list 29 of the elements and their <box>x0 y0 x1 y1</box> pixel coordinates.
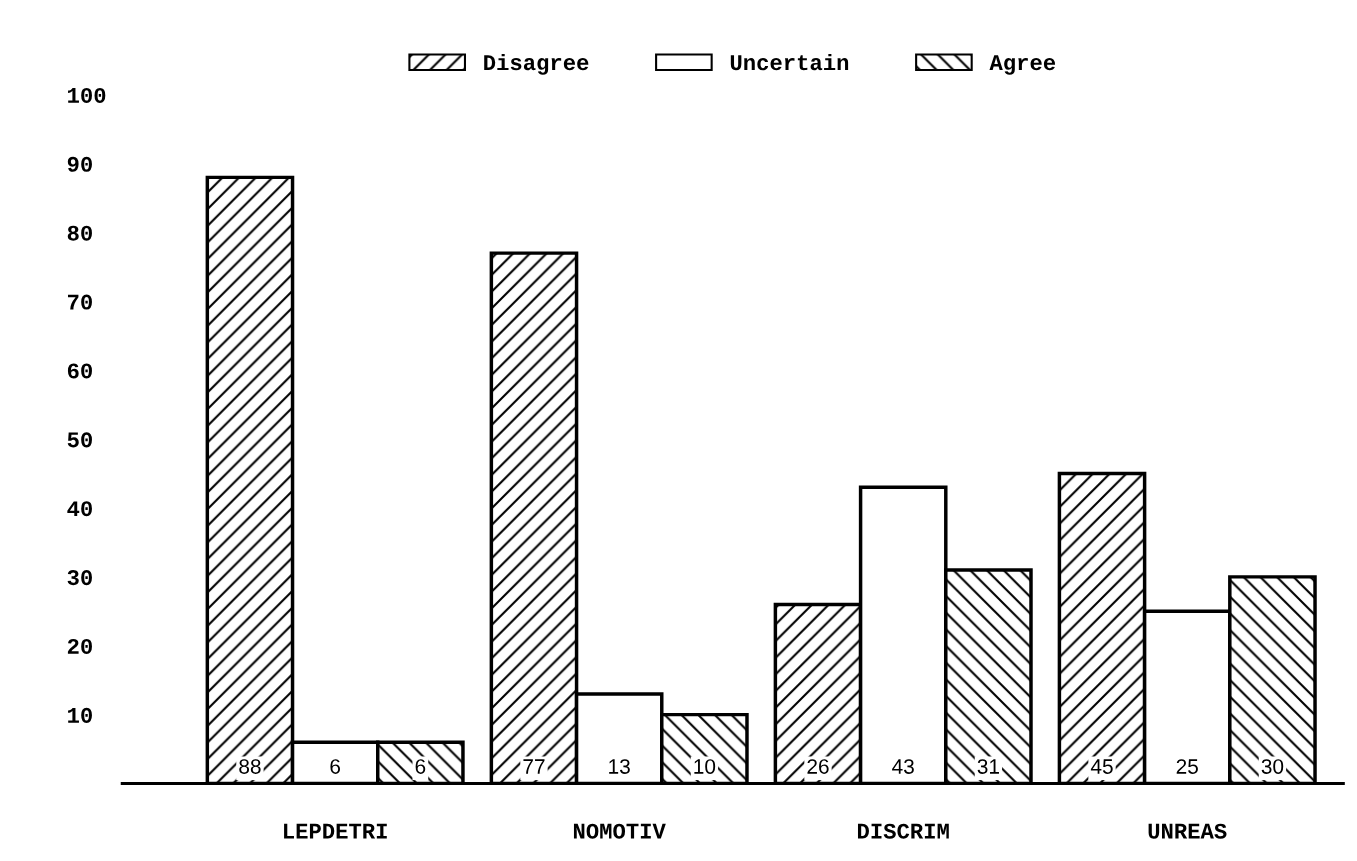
data-label: 31 <box>977 759 999 774</box>
data-label: 26 <box>807 759 829 774</box>
legend-label: Disagree <box>484 53 589 75</box>
y-tick-label: 20 <box>67 638 92 655</box>
x-tick-label: NOMOTIV <box>573 823 666 839</box>
data-label: 43 <box>892 759 914 774</box>
data-label: 6 <box>415 759 426 774</box>
x-tick-label: DISCRIM <box>857 823 949 839</box>
y-tick-label: 70 <box>67 294 92 310</box>
x-tick-label: LEPDETRI <box>284 823 387 839</box>
data-label: 25 <box>1176 759 1198 774</box>
data-label: 45 <box>1090 759 1113 774</box>
data-label: 88 <box>239 759 261 774</box>
data-label: 10 <box>694 759 716 774</box>
y-tick-label: 10 <box>68 707 92 723</box>
x-tick-label: UNREAS <box>1148 823 1227 839</box>
y-tick-label: 50 <box>67 432 92 448</box>
y-tick-label: 40 <box>67 501 92 517</box>
data-label: 13 <box>609 759 630 774</box>
y-tick-label: 80 <box>67 225 92 241</box>
y-tick-label: 30 <box>67 570 92 586</box>
data-label: 6 <box>330 759 341 774</box>
y-tick-label: 60 <box>67 363 92 379</box>
data-label: 77 <box>523 759 545 774</box>
legend-label: Uncertain <box>730 53 849 71</box>
legend-label: Agree <box>989 55 1056 75</box>
y-tick-label: 90 <box>67 156 92 172</box>
y-tick-label: 100 <box>68 87 106 103</box>
data-label: 30 <box>1261 759 1284 774</box>
